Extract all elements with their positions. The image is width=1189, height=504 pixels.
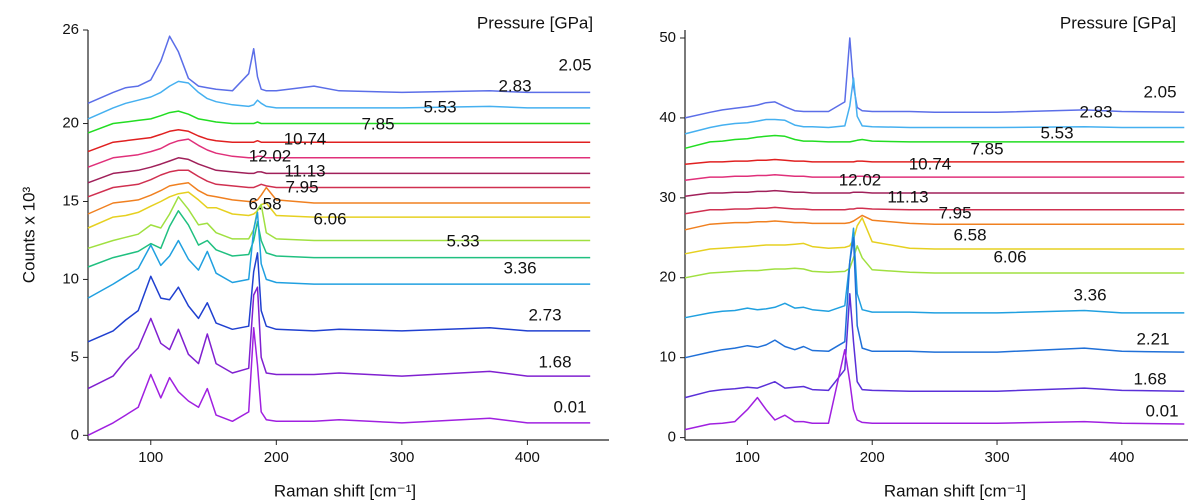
legend-title: Pressure [GPa] <box>477 13 593 32</box>
series-label: 5.53 <box>1040 123 1073 142</box>
series-label: 7.95 <box>285 177 318 196</box>
spectrum-line <box>87 210 591 268</box>
x-tick-label: 300 <box>389 449 414 466</box>
legend-title: Pressure [GPa] <box>1060 13 1176 32</box>
y-tick-label: 15 <box>62 192 79 209</box>
spectrum-line <box>684 227 1185 319</box>
series-label: 6.06 <box>313 209 346 228</box>
spectrum-line <box>87 286 591 390</box>
series-label: 5.33 <box>446 231 479 250</box>
series-label: 2.05 <box>558 55 591 74</box>
y-tick-label: 40 <box>659 109 676 126</box>
y-tick-label: 10 <box>62 270 79 287</box>
y-tick-label: 0 <box>71 426 79 443</box>
series-label: 3.36 <box>1073 285 1106 304</box>
spectrum-line <box>87 35 591 104</box>
x-tick-label: 100 <box>138 449 163 466</box>
x-tick-label: 200 <box>860 449 885 466</box>
series-label: 1.68 <box>1133 369 1166 388</box>
spectrum-line <box>684 37 1185 119</box>
spectrum-line <box>87 169 591 198</box>
x-tick-label: 100 <box>735 449 760 466</box>
x-axis-label: Raman shift [cm⁻¹] <box>274 481 416 500</box>
y-tick-label: 10 <box>659 349 676 366</box>
x-tick-label: 400 <box>515 449 540 466</box>
y-tick-label: 26 <box>62 21 79 38</box>
x-tick-label: 300 <box>985 449 1010 466</box>
spectrum-line <box>87 327 591 436</box>
spectrum-line <box>87 196 591 250</box>
spectrum-line <box>684 206 1185 215</box>
series-label: 11.13 <box>284 161 325 180</box>
series-label: 2.05 <box>1143 82 1176 101</box>
series-label: 6.06 <box>993 247 1026 266</box>
y-tick-label: 30 <box>659 189 676 206</box>
spectrum-line <box>684 348 1185 431</box>
spectrum-line <box>684 214 1185 231</box>
x-axis-label: Raman shift [cm⁻¹] <box>884 481 1026 500</box>
spectrum-line <box>87 252 591 343</box>
series-label: 2.83 <box>498 76 531 95</box>
series-label: 6.58 <box>953 225 986 244</box>
series-label: 11.13 <box>887 187 928 206</box>
series-label: 0.01 <box>553 397 586 416</box>
spectrum-line <box>684 292 1185 399</box>
spectrum-line <box>87 80 591 120</box>
spectrum-line <box>87 191 591 229</box>
series-label: 2.83 <box>1079 102 1112 121</box>
y-tick-label: 20 <box>62 115 79 132</box>
y-axis-label: Counts x 10³ <box>19 186 38 283</box>
spectrum-line <box>87 157 591 184</box>
series-label: 10.74 <box>284 129 327 148</box>
spectrum-line <box>684 173 1185 182</box>
y-tick-label: 20 <box>659 269 676 286</box>
series-label: 3.36 <box>503 258 536 277</box>
y-tick-label: 5 <box>71 348 79 365</box>
series-label: 7.85 <box>361 114 394 133</box>
series-label: 1.68 <box>538 352 571 371</box>
spectrum-line <box>87 182 591 215</box>
series-label: 0.01 <box>1145 401 1178 420</box>
series-label: 6.58 <box>248 194 281 213</box>
series-label: 12.02 <box>249 146 292 165</box>
spectrum-line <box>684 217 1185 255</box>
spectrum-line <box>87 211 591 299</box>
series-label: 2.21 <box>1136 329 1169 348</box>
spectrum-line <box>684 134 1185 150</box>
spectrum-line <box>684 158 1185 166</box>
y-tick-label: 0 <box>668 429 676 446</box>
spectrum-line <box>87 129 591 153</box>
spectrum-line <box>684 245 1185 279</box>
series-label: 5.53 <box>423 97 456 116</box>
spectrum-line <box>684 189 1185 197</box>
spectrum-line <box>684 237 1185 359</box>
x-tick-label: 400 <box>1109 449 1134 466</box>
series-label: 12.02 <box>839 170 882 189</box>
spectrum-line <box>87 138 591 168</box>
series-label: 10.74 <box>909 154 952 173</box>
x-tick-label: 200 <box>264 449 289 466</box>
series-label: 7.95 <box>938 203 971 222</box>
series-label: 2.73 <box>528 305 561 324</box>
y-tick-label: 50 <box>659 29 676 46</box>
spectrum-line <box>684 77 1185 135</box>
spectrum-line <box>87 110 591 134</box>
series-label: 7.85 <box>970 139 1003 158</box>
